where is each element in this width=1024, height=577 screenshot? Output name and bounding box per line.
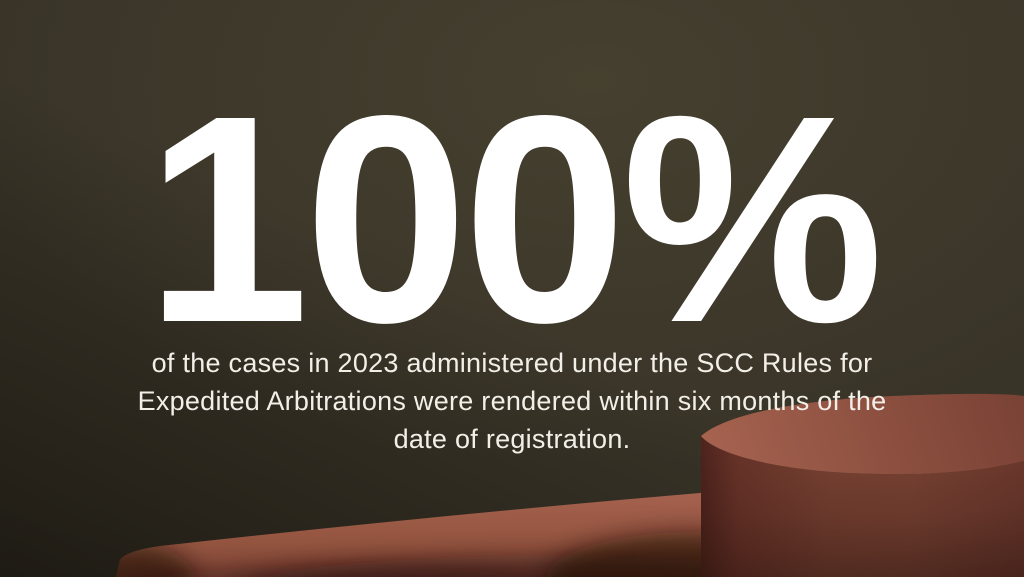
low-podium-left-face-shadow — [116, 544, 196, 577]
stat-value: 100% — [145, 54, 884, 384]
tall-cylinder-base-shadow — [545, 532, 845, 577]
low-podium-bottom-shadow — [116, 566, 570, 577]
stat-description-line-2: Expedited Arbitrations were rendered wit… — [137, 386, 887, 416]
low-podium-top — [116, 464, 1024, 577]
stat-description: of the cases in 2023 administered under … — [0, 344, 1024, 458]
stat-description-line-3: date of registration. — [393, 424, 631, 454]
tall-cylinder-cast-shadow — [235, 556, 855, 577]
stat-description-line-1: of the cases in 2023 administered under … — [151, 348, 873, 378]
